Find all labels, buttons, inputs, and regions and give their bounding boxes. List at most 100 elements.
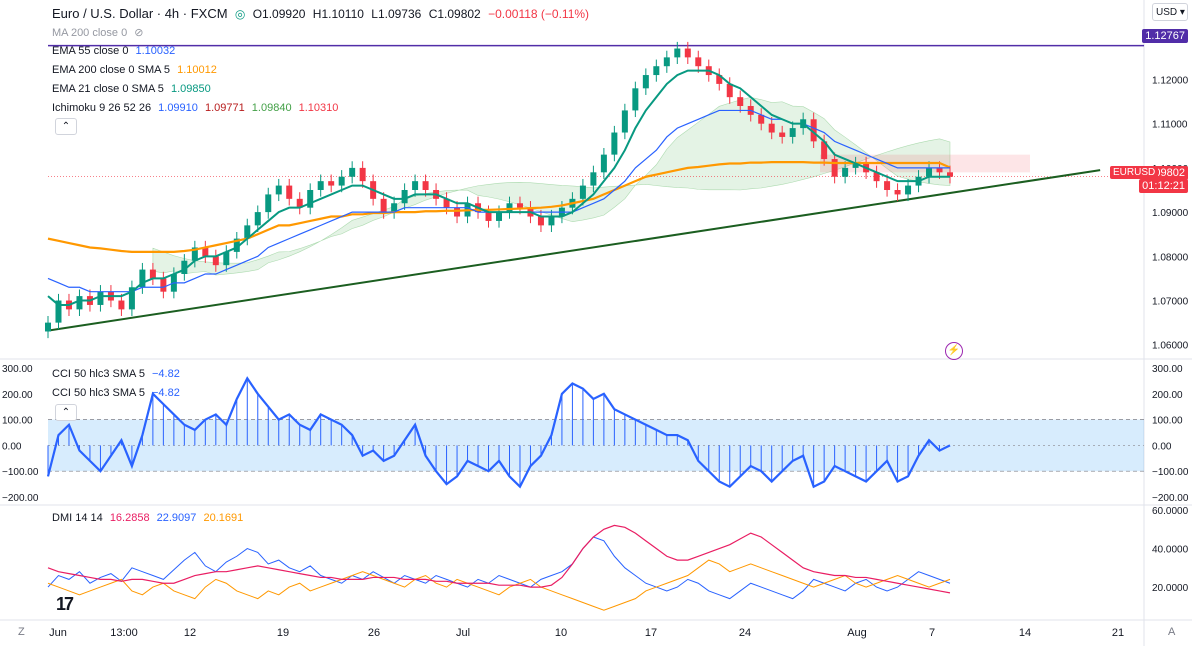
resistance-price-label: 1.12767 [1142,29,1188,43]
indicator-ema200[interactable]: EMA 200 close 0 SMA 5 1.10012 [52,64,221,76]
indicator-ema21[interactable]: EMA 21 close 0 SMA 5 1.09850 [52,83,215,95]
candle-body [181,260,188,274]
dmi-legend[interactable]: DMI 14 14 16.2858 22.9097 20.1691 [52,512,247,524]
time-tick-label: 17 [645,627,657,639]
auto-scale-button[interactable]: A [1168,626,1176,638]
cci-line [46,376,951,489]
candle-body [328,181,335,186]
cci-legend-1[interactable]: CCI 50 hlc3 SMA 5 −4.82 [52,368,184,380]
candle-body [579,185,586,199]
candle-body [537,216,544,226]
candle-body [768,123,775,133]
ohlc-open: O1.09920 [252,7,306,21]
adx-line [47,524,951,594]
chevron-up-icon: ⌃ [61,407,71,418]
indicator-ichimoku-label: Ichimoku 9 26 52 26 [52,102,152,114]
candle-body [296,198,303,208]
candle-body [684,48,691,58]
time-tick-label: Jul [456,627,470,639]
candle-body [642,75,649,89]
candle-body [884,181,891,190]
indicator-ema21-value: 1.09850 [170,83,211,95]
time-tick-label: 12 [184,627,196,639]
candle-body [831,159,838,177]
candle-body [789,128,796,137]
dmi-minus-value: 22.9097 [156,512,197,524]
candle-body [600,154,607,173]
symbol-title[interactable]: Euro / U.S. Dollar · 4h · FXCM [52,6,228,21]
collapse-legend-button[interactable]: ⌃ [55,118,77,135]
zoom-button[interactable]: Z [18,626,25,638]
symbol-price-tag: EURUSD [1110,166,1159,179]
candle-body [852,163,859,168]
cci-axis-label-left: 300.00 [2,364,33,375]
candle-body [338,176,345,186]
candle-body [307,190,314,208]
time-tick-label: 7 [929,627,935,639]
indicator-ma200[interactable]: MA 200 close 0 ⊘ [52,26,148,39]
candle-body [223,251,230,266]
dmi-minus-line [47,559,951,611]
candle-body [779,132,786,137]
price-tick-label: 1.07000 [1152,297,1189,308]
candle-body [128,287,135,310]
ichimoku-conversion-value: 1.09910 [158,102,198,114]
chevron-up-icon: ⌃ [61,121,71,132]
candle-body [611,132,618,155]
candle-body [590,172,597,186]
candle-body [422,181,429,190]
dmi-adx-value: 20.1691 [203,512,244,524]
candle-body [674,48,681,58]
candle-body [821,141,828,160]
cci-axis-label: 200.00 [1152,390,1183,401]
time-tick-label: 26 [368,627,380,639]
candle-body [548,216,555,226]
candle-body [443,198,450,208]
indicator-ema55[interactable]: EMA 55 close 0 1.10032 [52,45,179,57]
candle-body [905,185,912,195]
cci-axis-label: −200.00 [1152,493,1189,504]
currency-selector[interactable]: USD ▾ [1152,3,1188,21]
candle-body [202,247,209,257]
collapse-cci-legend-button[interactable]: ⌃ [55,404,77,421]
cci-axis-label-left: −100.00 [2,467,39,478]
indicator-ma200-label: MA 200 close 0 [52,27,128,39]
eye-hidden-icon[interactable]: ⊘ [134,27,144,39]
candle-body [349,167,356,177]
time-tick-label: Jun [49,627,67,639]
candle-body [149,269,156,279]
time-tick-label: 24 [739,627,751,639]
candle-body [254,212,261,226]
time-tick-label: 10 [555,627,567,639]
lightning-icon[interactable]: ⚡ [945,342,963,360]
candle-body [716,75,723,84]
candle-body [265,194,272,213]
cci-band [48,419,1144,472]
cci-legend-2[interactable]: CCI 50 hlc3 SMA 5 −4.82 [52,387,184,399]
currency-label: USD [1156,7,1178,18]
market-status-icon: ◎ [234,7,246,21]
cci-label-1: CCI 50 hlc3 SMA 5 [52,368,145,380]
ohlc-low: L1.09736 [371,7,422,21]
countdown-timer: 01:12:21 [1139,179,1188,193]
ichimoku-cloud [152,97,951,276]
candle-body [118,300,125,310]
candle-body [758,114,765,124]
indicator-ema55-value: 1.10032 [135,45,176,57]
indicator-ichimoku[interactable]: Ichimoku 9 26 52 26 1.09910 1.09771 1.09… [52,102,342,114]
ohlc-high: H1.10110 [312,7,364,21]
ohlc-change: −0.00118 (−0.11%) [488,7,590,21]
cci-axis-label-left: 0.00 [2,441,22,452]
candle-body [45,322,51,332]
cci-value-2: −4.82 [152,387,180,399]
ema21-line [47,69,950,306]
cci-axis-label-left: 200.00 [2,390,33,401]
candle-body [737,97,744,106]
candle-body [359,167,366,182]
candle-body [936,167,943,173]
dmi-axis-label: 60.0000 [1152,506,1189,517]
tradingview-logo: 17 [56,594,74,614]
dmi-axis-label: 20.0000 [1152,583,1189,594]
